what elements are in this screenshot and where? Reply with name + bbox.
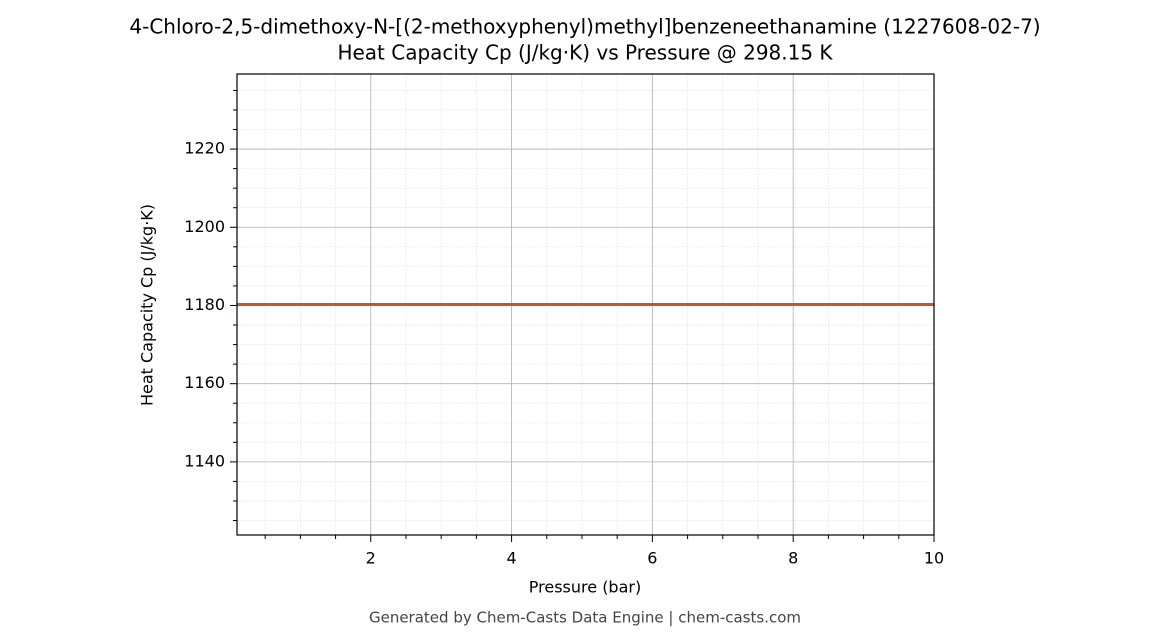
y-tick-label: 1200 — [184, 217, 225, 236]
x-axis-label: Pressure (bar) — [529, 578, 641, 597]
y-tick-label: 1140 — [184, 451, 225, 470]
x-tick-label: 8 — [788, 549, 798, 568]
chart-subtitle: Heat Capacity Cp (J/kg·K) vs Pressure @ … — [337, 41, 833, 65]
y-tick-label: 1160 — [184, 373, 225, 392]
y-tick-label: 1180 — [184, 295, 225, 314]
x-tick-label: 10 — [924, 549, 944, 568]
y-tick-label: 1220 — [184, 139, 225, 158]
plot-frame — [236, 73, 935, 536]
x-tick-label: 4 — [506, 549, 516, 568]
chart-title: 4-Chloro-2,5-dimethoxy-N-[(2-methoxyphen… — [129, 15, 1040, 39]
x-tick-label: 2 — [366, 549, 376, 568]
x-tick-label: 6 — [647, 549, 657, 568]
footer: Generated by Chem-Casts Data Engine | ch… — [369, 609, 801, 627]
y-axis-label: Heat Capacity Cp (J/kg·K) — [138, 204, 157, 406]
